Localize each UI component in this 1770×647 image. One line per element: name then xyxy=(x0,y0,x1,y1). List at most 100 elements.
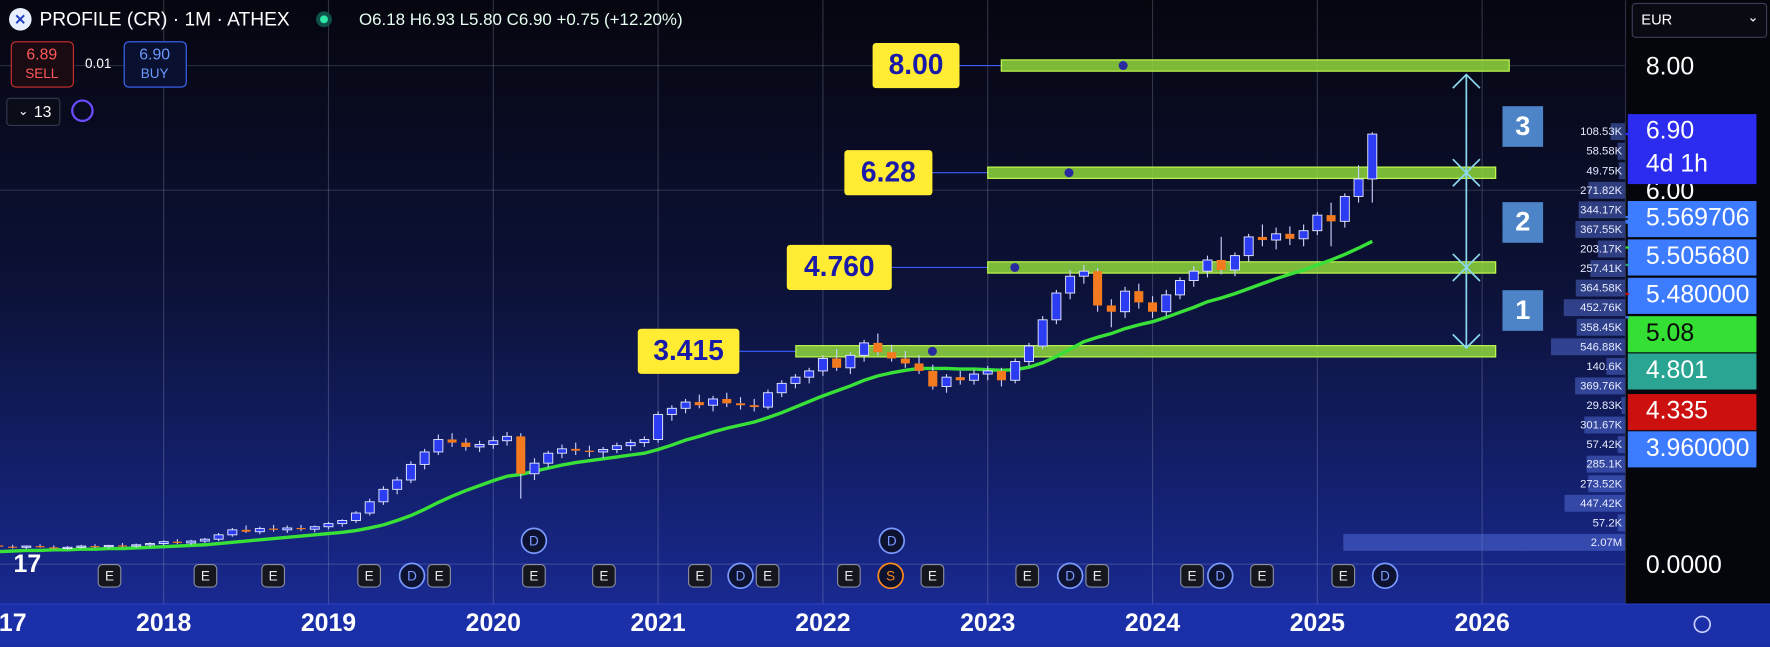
candle-body xyxy=(529,462,540,475)
volume-profile-label: 285.1K xyxy=(1586,459,1622,471)
price-tag-label: 6.90 xyxy=(1646,118,1694,145)
event-label: E xyxy=(435,568,444,583)
price-tag-label: 4.801 xyxy=(1646,357,1708,384)
overlay: ✕ PROFILE (CR) · 1M · ATHEX O6.18 H6.93 … xyxy=(6,2,1768,634)
sync-icon[interactable] xyxy=(71,99,94,123)
candle-body xyxy=(653,414,664,440)
level-label-box xyxy=(637,328,740,374)
target-label: 1 xyxy=(1515,294,1530,325)
candle-body xyxy=(1023,345,1034,363)
event-marker xyxy=(1085,563,1110,588)
event-label: D xyxy=(407,568,417,583)
volume-profile-label: 447.42K xyxy=(1580,498,1622,510)
x-tick-label: 2020 xyxy=(466,610,521,637)
candle-body xyxy=(21,545,32,548)
volume-profile-label: 2.07M xyxy=(1591,537,1622,549)
interval: 13 xyxy=(34,104,52,121)
price-tag xyxy=(1627,316,1757,353)
target-box xyxy=(1502,290,1544,331)
price-tag xyxy=(1627,114,1757,185)
candle-body xyxy=(282,527,293,531)
candle-body xyxy=(996,370,1006,381)
volume-profile-bar xyxy=(1343,533,1626,551)
settings-icon[interactable] xyxy=(1693,615,1712,634)
candle-body xyxy=(0,545,4,547)
currency-select[interactable] xyxy=(1631,2,1768,38)
candle-body xyxy=(296,527,306,530)
candle-body xyxy=(144,543,155,546)
symbol: PROFILE (CR) · 1M · ATHEX xyxy=(40,9,290,30)
target-box xyxy=(1502,202,1544,243)
level-label-box xyxy=(872,42,960,89)
level-anchor xyxy=(1010,262,1020,272)
event-label: E xyxy=(928,568,937,583)
candle-body xyxy=(804,370,815,378)
candle-body xyxy=(735,403,746,406)
measure-tick xyxy=(1452,158,1481,187)
price-tag xyxy=(1627,353,1757,390)
candle-body xyxy=(213,534,224,540)
volume-profile-bar xyxy=(1617,436,1626,454)
candle-body xyxy=(1175,280,1185,296)
price-tag-label: 5.505680 xyxy=(1646,243,1750,270)
level-zone xyxy=(987,261,1497,274)
event-marker xyxy=(592,563,616,588)
volume-profile-label: 58.58K xyxy=(1586,146,1622,158)
candle-body xyxy=(1010,361,1021,381)
candle-body xyxy=(708,398,719,406)
target-label: 2 xyxy=(1515,206,1530,237)
volume-profile-label: 301.67K xyxy=(1580,420,1622,432)
level-anchor xyxy=(1064,168,1074,178)
candle-body xyxy=(364,501,375,514)
volume-profile-bar xyxy=(1621,397,1626,414)
measure-arrow xyxy=(1452,73,1481,350)
candle-body xyxy=(323,523,334,528)
candle-body xyxy=(1037,319,1048,347)
candle-body xyxy=(1120,290,1131,313)
x-tick-label: 2018 xyxy=(136,610,191,637)
event-label: E xyxy=(529,568,538,583)
candle-body xyxy=(90,546,100,548)
candle-body xyxy=(900,358,910,364)
ohlc-text: O6.18 H6.93 L5.80 C6.90 +0.75 (+12.20%) xyxy=(359,10,683,29)
event-marker xyxy=(261,563,286,588)
candle-body xyxy=(405,463,416,481)
level-anchor xyxy=(1118,61,1128,71)
sell-button[interactable] xyxy=(10,41,74,88)
candle-body xyxy=(461,442,471,447)
candle-body xyxy=(378,488,389,503)
interval-box[interactable] xyxy=(6,97,61,126)
candle-body xyxy=(1326,215,1336,222)
event-marker xyxy=(755,563,780,588)
price-tag xyxy=(1627,201,1757,238)
price-tag xyxy=(1627,394,1757,431)
buy-button[interactable] xyxy=(123,41,187,88)
event-marker xyxy=(427,563,451,588)
event-marker xyxy=(1331,563,1356,588)
level-label: 4.760 xyxy=(804,250,875,282)
volume-profile-label: 57.42K xyxy=(1586,439,1622,451)
price-tag-label: 5.08 xyxy=(1646,320,1694,347)
candle-body xyxy=(516,436,526,474)
event-label: S xyxy=(886,568,895,583)
x-tick-label: 2024 xyxy=(1125,610,1180,637)
candle-body xyxy=(309,526,320,530)
candle-body xyxy=(1229,255,1240,271)
candle-body xyxy=(131,544,142,547)
candle-body xyxy=(557,448,567,454)
level-label-box xyxy=(786,244,892,291)
event-label: D xyxy=(887,534,897,549)
event-label: D xyxy=(736,568,746,583)
candle-body xyxy=(433,439,444,453)
candle-body xyxy=(199,538,210,542)
candle-body xyxy=(680,401,691,409)
event-marker xyxy=(688,563,712,588)
event-marker xyxy=(877,562,904,590)
candle-body xyxy=(1285,233,1295,239)
candle-body xyxy=(1257,236,1267,241)
level-label: 6.28 xyxy=(861,155,916,187)
candle-body xyxy=(62,546,73,549)
candle-body xyxy=(1312,214,1323,232)
volume-profile-label: 452.76K xyxy=(1580,302,1622,314)
event-label: E xyxy=(599,568,608,583)
